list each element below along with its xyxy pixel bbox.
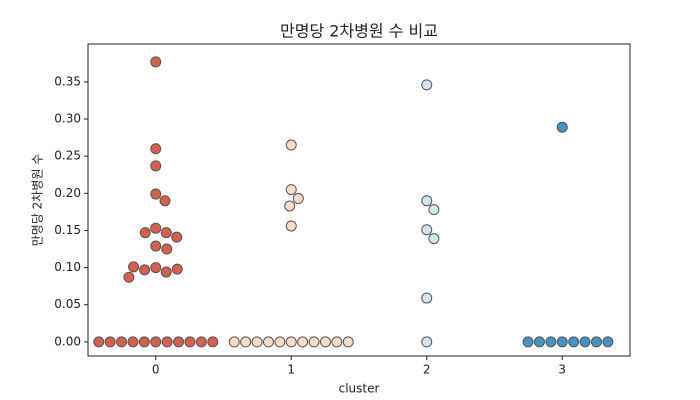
y-tick-label: 0.20: [54, 186, 81, 200]
point: [285, 336, 297, 348]
x-tick-label: 2: [423, 363, 431, 377]
point: [342, 336, 354, 348]
point: [421, 195, 433, 207]
point: [568, 336, 580, 348]
point: [160, 227, 172, 239]
point: [150, 160, 162, 172]
point: [319, 336, 331, 348]
point: [139, 264, 151, 276]
point: [533, 336, 545, 348]
y-tick-label: 0.25: [54, 149, 81, 163]
chart-title: 만명당 2차병원 수 비교: [280, 22, 438, 41]
point: [173, 336, 185, 348]
point: [150, 336, 162, 348]
point: [421, 336, 433, 348]
point: [150, 143, 162, 155]
point: [123, 271, 135, 283]
point: [545, 336, 557, 348]
point: [150, 222, 162, 234]
point: [139, 227, 151, 239]
point: [284, 200, 296, 212]
point: [556, 121, 568, 133]
point: [297, 336, 309, 348]
point: [138, 336, 150, 348]
point: [556, 336, 568, 348]
x-tick-label: 0: [152, 363, 160, 377]
point: [428, 204, 440, 216]
x-tick-label: 1: [287, 363, 295, 377]
point: [285, 184, 297, 196]
y-tick-label: 0.05: [54, 297, 81, 311]
point: [128, 261, 140, 273]
y-tick-label: 0.30: [54, 112, 81, 126]
point: [421, 79, 433, 91]
point: [262, 336, 274, 348]
point: [579, 336, 591, 348]
point: [590, 336, 602, 348]
point: [421, 224, 433, 236]
point: [161, 243, 173, 255]
point: [127, 336, 139, 348]
x-tick-label: 3: [558, 363, 566, 377]
point: [104, 336, 116, 348]
y-tick-label: 0.00: [54, 334, 81, 348]
point: [292, 193, 304, 205]
x-axis-label: cluster: [339, 382, 380, 396]
point: [150, 240, 162, 252]
y-tick-label: 0.35: [54, 74, 81, 88]
point: [240, 336, 252, 348]
point: [274, 336, 286, 348]
point: [116, 336, 128, 348]
y-tick-label: 0.15: [54, 223, 81, 237]
point: [228, 336, 240, 348]
point: [160, 266, 172, 278]
point: [171, 231, 183, 243]
point: [331, 336, 343, 348]
point: [184, 336, 196, 348]
point: [195, 336, 207, 348]
point: [150, 262, 162, 274]
point: [522, 336, 534, 348]
point: [251, 336, 263, 348]
point: [285, 220, 297, 232]
point: [421, 292, 433, 304]
y-tick-label: 0.10: [54, 260, 81, 274]
point: [308, 336, 320, 348]
point: [602, 336, 614, 348]
point: [171, 263, 183, 275]
plot-frame: [87, 43, 631, 357]
point: [207, 336, 219, 348]
point: [285, 139, 297, 151]
point: [159, 195, 171, 207]
point: [150, 56, 162, 68]
point: [428, 233, 440, 245]
point: [93, 336, 105, 348]
point: [161, 336, 173, 348]
point: [150, 188, 162, 200]
y-axis-label: 만명당 2차병원 수: [31, 154, 45, 247]
